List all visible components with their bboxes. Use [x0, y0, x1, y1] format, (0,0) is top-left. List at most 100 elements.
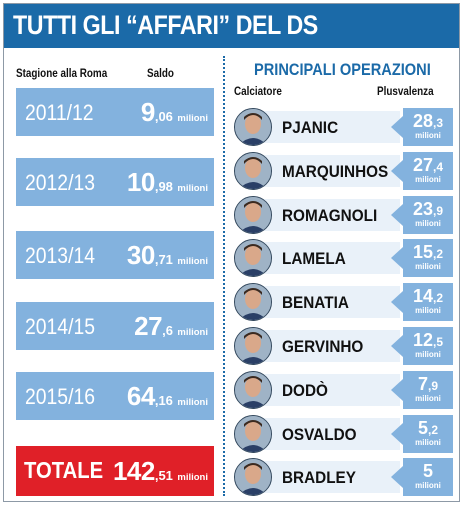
value-pointer [391, 203, 403, 226]
plusvalenza-unit: milioni [415, 218, 441, 228]
plusvalenza-number: 28,3 [403, 111, 453, 132]
player-photo-icon [234, 327, 272, 365]
player-row: DODÒ 7,9 milioni [234, 370, 456, 409]
player-photo-icon [234, 108, 272, 146]
player-name: OSVALDO [282, 424, 357, 444]
plusvalenza-unit: milioni [415, 174, 441, 184]
value-pointer [391, 466, 403, 489]
plusvalenza-value: 27,4 milioni [403, 151, 453, 190]
player-photo-icon [234, 458, 272, 497]
operations-title: PRINCIPALI OPERAZIONI [254, 60, 431, 79]
player-photo-icon [234, 195, 272, 234]
plusvalenza-value: 5 milioni [403, 458, 453, 497]
player-row: LAMELA 15,2 milioni [234, 239, 456, 278]
plusvalenza-dec: ,9 [428, 378, 439, 393]
player-row: GERVINHO 12,5 milioni [234, 327, 456, 365]
plusvalenza-value: 14,2 milioni [403, 283, 453, 322]
plusvalenza-value: 15,2 milioni [403, 239, 453, 278]
plusvalenza-int: 5 [422, 461, 433, 482]
player-row: OSVALDO 5,2 milioni [234, 414, 456, 453]
saldo-unit: milioni [177, 256, 208, 267]
plusvalenza-dec: ,2 [433, 291, 444, 306]
plusvalenza-number: 23,9 [403, 199, 453, 220]
total-dec: ,51 [154, 468, 173, 483]
total-int: 142 [112, 456, 155, 486]
plusvalenza-unit: milioni [415, 481, 441, 491]
saldo-int: 10 [126, 167, 155, 197]
plusvalenza-value: 7,9 milioni [403, 370, 453, 409]
plusvalenza-value: 12,5 milioni [403, 327, 453, 365]
saldo-value: 10,98 milioni [127, 167, 208, 198]
player-row: PJANIC 28,3 milioni [234, 108, 456, 146]
plusvalenza-column-header: Plusvalenza [377, 86, 434, 98]
plusvalenza-unit: milioni [415, 437, 441, 447]
player-photo-icon [234, 370, 272, 409]
saldo-unit: milioni [177, 113, 208, 124]
season-row: 2012/13 10,98 milioni [16, 158, 214, 206]
plusvalenza-int: 14 [412, 286, 433, 307]
player-row: BENATIA 14,2 milioni [234, 283, 456, 322]
plusvalenza-int: 23 [412, 198, 433, 219]
plusvalenza-dec: ,4 [433, 159, 444, 174]
player-row: ROMAGNOLI 23,9 milioni [234, 195, 456, 234]
saldo-unit: milioni [177, 327, 208, 338]
saldo-dec: ,06 [154, 109, 173, 124]
column-divider [223, 56, 225, 496]
saldo-int: 30 [126, 240, 155, 270]
season-label: 2013/14 [25, 243, 95, 268]
saldo-dec: ,6 [162, 323, 173, 338]
total-box: TOTALE 142,51 milioni [16, 446, 214, 496]
infographic-card: TUTTI GLI “AFFARI” DEL DS Stagione alla … [3, 3, 460, 502]
plusvalenza-int: 5 [417, 417, 428, 438]
player-label: PJANIC [246, 111, 400, 143]
plusvalenza-int: 27 [412, 154, 433, 175]
season-label: 2014/15 [25, 314, 95, 339]
saldo-unit: milioni [177, 183, 208, 194]
saldo-int: 9 [140, 97, 155, 127]
player-photo-icon [234, 151, 272, 190]
player-name: DODÒ [282, 380, 328, 400]
season-row: 2013/14 30,71 milioni [16, 231, 214, 279]
saldo-column-header: Saldo [147, 68, 174, 80]
plusvalenza-number: 14,2 [403, 286, 453, 307]
season-row: 2011/12 9,06 milioni [16, 88, 214, 136]
total-label: TOTALE [24, 457, 104, 483]
saldo-unit: milioni [177, 397, 208, 408]
plusvalenza-number: 12,5 [403, 330, 453, 351]
player-name: PJANIC [282, 118, 339, 137]
plusvalenza-number: 15,2 [403, 242, 453, 263]
plusvalenza-number: 5,2 [403, 418, 453, 439]
saldo-int: 64 [126, 381, 155, 411]
plusvalenza-dec: ,5 [433, 335, 444, 349]
saldo-value: 9,06 milioni [141, 97, 208, 128]
player-row: MARQUINHOS 27,4 milioni [234, 151, 456, 190]
plusvalenza-number: 27,4 [403, 155, 453, 176]
value-pointer [391, 247, 403, 270]
saldo-int: 27 [134, 311, 163, 341]
value-pointer [391, 291, 403, 314]
season-label: 2012/13 [25, 170, 95, 195]
saldo-value: 64,16 milioni [127, 381, 208, 412]
player-photo-icon [234, 239, 272, 278]
player-column-header: Calciatore [234, 86, 282, 98]
plusvalenza-int: 12 [412, 330, 433, 350]
season-label: 2011/12 [25, 100, 94, 125]
player-name: GERVINHO [282, 337, 364, 356]
value-pointer [391, 159, 403, 182]
plusvalenza-dec: ,2 [428, 422, 439, 437]
player-name: LAMELA [282, 249, 346, 269]
player-name: ROMAGNOLI [282, 205, 378, 225]
value-pointer [391, 116, 403, 138]
season-column-header: Stagione alla Roma [16, 68, 108, 80]
total-unit: milioni [177, 472, 208, 483]
plusvalenza-int: 7 [417, 373, 428, 394]
plusvalenza-value: 23,9 milioni [403, 195, 453, 234]
player-name: BRADLEY [282, 468, 356, 488]
saldo-dec: ,16 [154, 393, 173, 408]
player-label: OSVALDO [246, 417, 400, 450]
saldo-dec: ,98 [154, 179, 173, 194]
plusvalenza-unit: milioni [415, 306, 441, 316]
player-photo-icon [234, 414, 272, 453]
saldo-value: 30,71 milioni [127, 240, 208, 271]
player-label: MARQUINHOS [246, 154, 400, 187]
